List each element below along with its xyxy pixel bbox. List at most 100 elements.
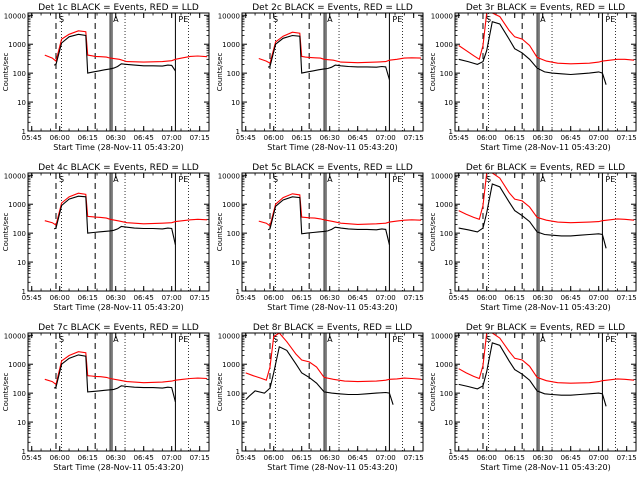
y-tick-label: 10 [444,99,453,107]
y-tick-label: 10000 [4,332,26,340]
x-tick-label: 06:30 [533,134,553,142]
x-tick-label: 06:45 [561,454,581,462]
x-tick-label: 06:15 [292,454,312,462]
x-tick-label: 06:15 [78,294,98,302]
y-axis-label: Counts/sec [429,373,437,412]
y-tick-label: 10 [231,259,240,267]
lld-series-line [458,173,635,224]
lld-series-line [245,333,422,383]
panel-title: Det 3r BLACK = Events, RED = LLD [466,3,625,13]
y-tick-label: 10000 [431,172,453,180]
x-tick-label: 07:00 [162,134,182,142]
x-tick-label: 07:00 [589,134,609,142]
x-tick-label: 06:00 [477,294,497,302]
y-tick-label: 1 [449,288,453,296]
lld-series-line [44,30,208,63]
marker-label: PE [605,15,615,24]
y-tick-label: 100 [227,230,240,238]
y-tick-label: 100 [440,230,453,238]
x-tick-label: 06:15 [292,294,312,302]
x-tick-label: 06:30 [533,294,553,302]
marker-label: PE [605,175,615,184]
x-axis-label: Start Time (28-Nov-11 05:43:20) [480,463,610,472]
marker-label: PE [178,15,188,24]
x-tick-label: 05:45 [22,134,42,142]
y-tick-label: 10 [17,99,26,107]
x-tick-label: 07:00 [589,454,609,462]
x-tick-label: 06:00 [50,134,70,142]
y-tick-label: 1000 [222,41,240,49]
panel-title: Det 9r BLACK = Events, RED = LLD [466,323,625,333]
panel-7: Det 7c BLACK = Events, RED = LLD Counts/s… [2,323,210,472]
panel-title: Det 5c BLACK = Events, RED = LLD [252,163,413,173]
y-axis-label: Counts/sec [2,373,10,412]
panel-title: Det 8r BLACK = Events, RED = LLD [253,323,412,333]
plot-frame [241,12,424,132]
x-tick-label: 06:00 [264,134,284,142]
lld-series-line [458,13,635,65]
y-tick-label: 1 [236,128,240,136]
y-axis-label: Counts/sec [216,373,224,412]
y-tick-label: 1000 [8,201,26,209]
x-tick-label: 07:00 [589,294,609,302]
x-tick-label: 06:00 [50,454,70,462]
panel-5: Det 5c BLACK = Events, RED = LLD Counts/s… [216,163,424,312]
panel-6: Det 6r BLACK = Events, RED = LLD Counts/s… [429,163,637,312]
y-tick-label: 10000 [4,12,26,20]
x-axis-label: Start Time (28-Nov-11 05:43:20) [267,463,397,472]
marker-label: S [486,15,491,24]
plot-frame [454,12,637,132]
marker-label: PE [178,175,188,184]
y-tick-label: 10000 [218,172,240,180]
panel-title: Det 6r BLACK = Events, RED = LLD [466,163,625,173]
y-tick-label: 1000 [8,361,26,369]
y-tick-label: 10 [17,259,26,267]
y-tick-label: 10 [17,419,26,427]
x-tick-label: 07:15 [190,294,210,302]
events-series-line [458,20,607,85]
x-tick-label: 07:15 [404,134,424,142]
x-axis-label: Start Time (28-Nov-11 05:43:20) [480,303,610,312]
y-tick-label: 1 [22,448,26,456]
y-axis-label: Counts/sec [2,53,10,92]
y-tick-label: 10000 [218,12,240,20]
y-tick-label: 100 [227,390,240,398]
marker-label: A [327,335,333,344]
y-tick-label: 1000 [435,41,453,49]
x-tick-label: 06:15 [292,134,312,142]
panel-4: Det 4c BLACK = Events, RED = LLD Counts/s… [2,163,210,312]
plot-frame [241,332,424,452]
x-tick-label: 07:00 [376,454,396,462]
x-tick-label: 06:15 [505,294,525,302]
x-tick-label: 06:15 [505,454,525,462]
panel-2: Det 2c BLACK = Events, RED = LLD Counts/s… [216,3,424,152]
panel-8: Det 8r BLACK = Events, RED = LLD Counts/s… [216,323,424,472]
x-tick-label: 06:45 [134,294,154,302]
x-tick-label: 06:00 [50,294,70,302]
y-tick-label: 10000 [4,172,26,180]
x-tick-label: 07:00 [162,454,182,462]
y-tick-label: 10 [231,99,240,107]
marker-label: A [540,15,546,24]
x-tick-label: 07:15 [404,454,424,462]
x-tick-label: 07:15 [617,454,637,462]
panel-title: Det 7c BLACK = Events, RED = LLD [38,323,199,333]
x-tick-label: 06:45 [348,134,368,142]
x-tick-label: 06:00 [477,454,497,462]
y-tick-label: 10 [444,419,453,427]
y-tick-label: 1000 [435,201,453,209]
x-tick-label: 06:45 [348,294,368,302]
panel-9: Det 9r BLACK = Events, RED = LLD Counts/s… [429,323,637,472]
y-tick-label: 100 [13,70,26,78]
panel-1: Det 1c BLACK = Events, RED = LLD Counts/s… [2,3,210,152]
x-tick-label: 05:45 [449,134,469,142]
y-tick-label: 1000 [8,41,26,49]
y-tick-label: 1 [22,288,26,296]
y-tick-label: 1000 [435,361,453,369]
events-series-line [267,34,390,80]
x-tick-label: 06:30 [320,294,340,302]
panel-3: Det 3r BLACK = Events, RED = LLD Counts/s… [429,3,637,152]
y-tick-label: 1 [449,128,453,136]
x-tick-label: 06:15 [78,454,98,462]
